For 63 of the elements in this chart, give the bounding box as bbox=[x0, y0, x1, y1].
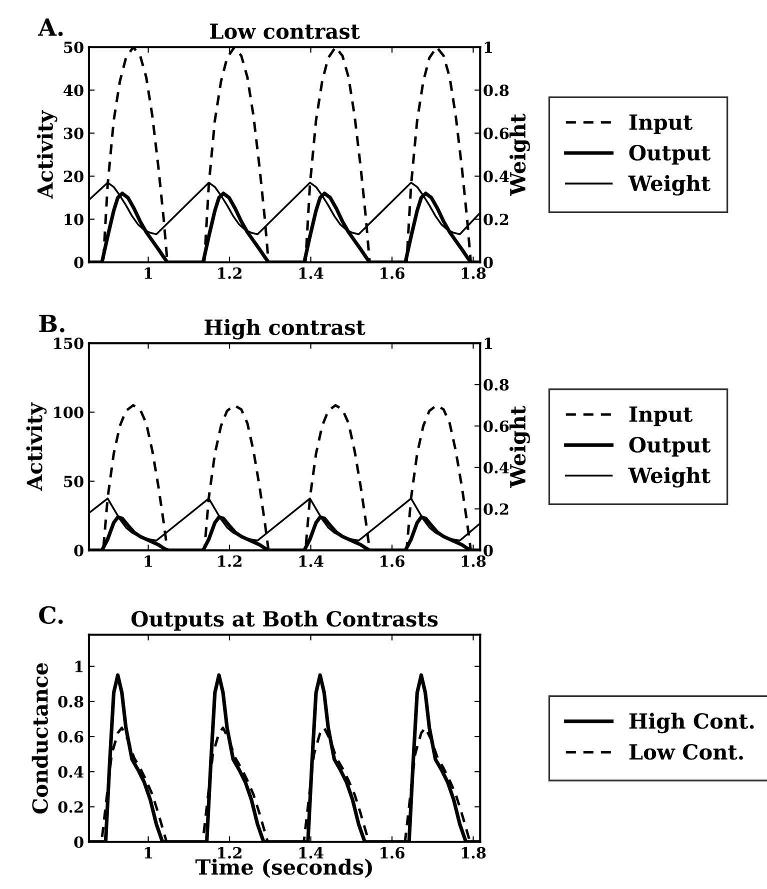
y2-tick-label: 0.4 bbox=[484, 462, 509, 474]
y2-tick-label: 0.8 bbox=[484, 379, 509, 391]
y-tick-label: 10 bbox=[64, 214, 84, 226]
y-tick-label: 0.6 bbox=[58, 731, 84, 743]
chart-title: Low contrast bbox=[210, 24, 360, 40]
legend-label: Weight bbox=[628, 175, 711, 196]
x-tick-label: 1.2 bbox=[218, 267, 242, 279]
x-tick-label: 1.6 bbox=[380, 555, 404, 567]
x-tick-label: 1 bbox=[144, 847, 152, 858]
x-tick-label: 1 bbox=[144, 267, 152, 279]
y2-tick-label: 0.2 bbox=[484, 503, 508, 515]
chart-title: High contrast bbox=[204, 318, 366, 340]
x-tick-label: 1 bbox=[144, 555, 152, 567]
x-tick-label: 1.4 bbox=[299, 267, 324, 279]
x-tick-label: 1.4 bbox=[299, 555, 324, 567]
legend-label: Output bbox=[629, 436, 711, 457]
legend-label: Output bbox=[629, 144, 711, 165]
y-tick-label: 50 bbox=[64, 476, 84, 488]
y2-tick-label: 0.6 bbox=[484, 128, 509, 140]
y2-tick-label: 1 bbox=[484, 338, 492, 349]
x-tick-label: 1.2 bbox=[218, 555, 242, 567]
y2-tick-label: 0.4 bbox=[484, 170, 509, 182]
x-tick-label: 1.6 bbox=[380, 267, 404, 279]
x-tick-label: 1.6 bbox=[380, 847, 404, 859]
y-tick-label: 0.4 bbox=[58, 766, 84, 778]
x-tick-label: 1.2 bbox=[218, 847, 242, 859]
y2-axis-title: Weight bbox=[510, 114, 530, 196]
text: C. bbox=[39, 606, 63, 624]
y2-tick-label: 0.8 bbox=[484, 84, 509, 96]
y-tick-label: 100 bbox=[54, 406, 84, 418]
y-tick-label: 40 bbox=[63, 84, 84, 96]
y2-axis-title: Weight bbox=[510, 406, 530, 488]
legend-label: Low Cont. bbox=[629, 744, 743, 760]
y-tick-label: 0.2 bbox=[58, 801, 83, 813]
x-tick-label: 1.4 bbox=[299, 847, 324, 859]
y-axis-title: Activity bbox=[36, 110, 58, 199]
y2-tick-label: 0 bbox=[484, 544, 493, 556]
y-tick-label: 0 bbox=[74, 256, 84, 268]
y-tick-label: 0 bbox=[74, 836, 84, 848]
y2-tick-label: 0.2 bbox=[484, 214, 508, 226]
y-tick-label: 150 bbox=[54, 338, 84, 350]
y-axis-title: Conductance bbox=[32, 663, 48, 814]
y-tick-label: 30 bbox=[64, 128, 84, 140]
x-axis-title: Time (seconds) bbox=[195, 858, 372, 878]
y-tick-label: 0.8 bbox=[58, 696, 84, 708]
legend-label: High Cont. bbox=[629, 712, 754, 734]
x-tick-label: 1.8 bbox=[462, 267, 486, 279]
y2-tick-label: 0 bbox=[484, 256, 493, 268]
y2-tick-label: 0.6 bbox=[484, 420, 509, 432]
x-tick-label: 1.8 bbox=[462, 555, 486, 567]
legend-label: Weight bbox=[628, 467, 711, 488]
y-tick-label: 20 bbox=[64, 170, 84, 182]
y-tick-label: 0 bbox=[74, 544, 84, 556]
y2-tick-label: 1 bbox=[484, 42, 492, 53]
y-tick-label: 50 bbox=[64, 42, 84, 54]
legend-label: Input bbox=[629, 406, 693, 426]
legend-label: Input bbox=[629, 114, 693, 134]
chart-title: Outputs at Both Contrasts bbox=[131, 610, 438, 631]
y-axis-title: Activity bbox=[26, 402, 47, 491]
text: B. bbox=[39, 314, 64, 332]
text: A. bbox=[38, 18, 63, 36]
x-tick-label: 1.8 bbox=[462, 847, 486, 859]
y-tick-label: 1 bbox=[75, 660, 83, 672]
